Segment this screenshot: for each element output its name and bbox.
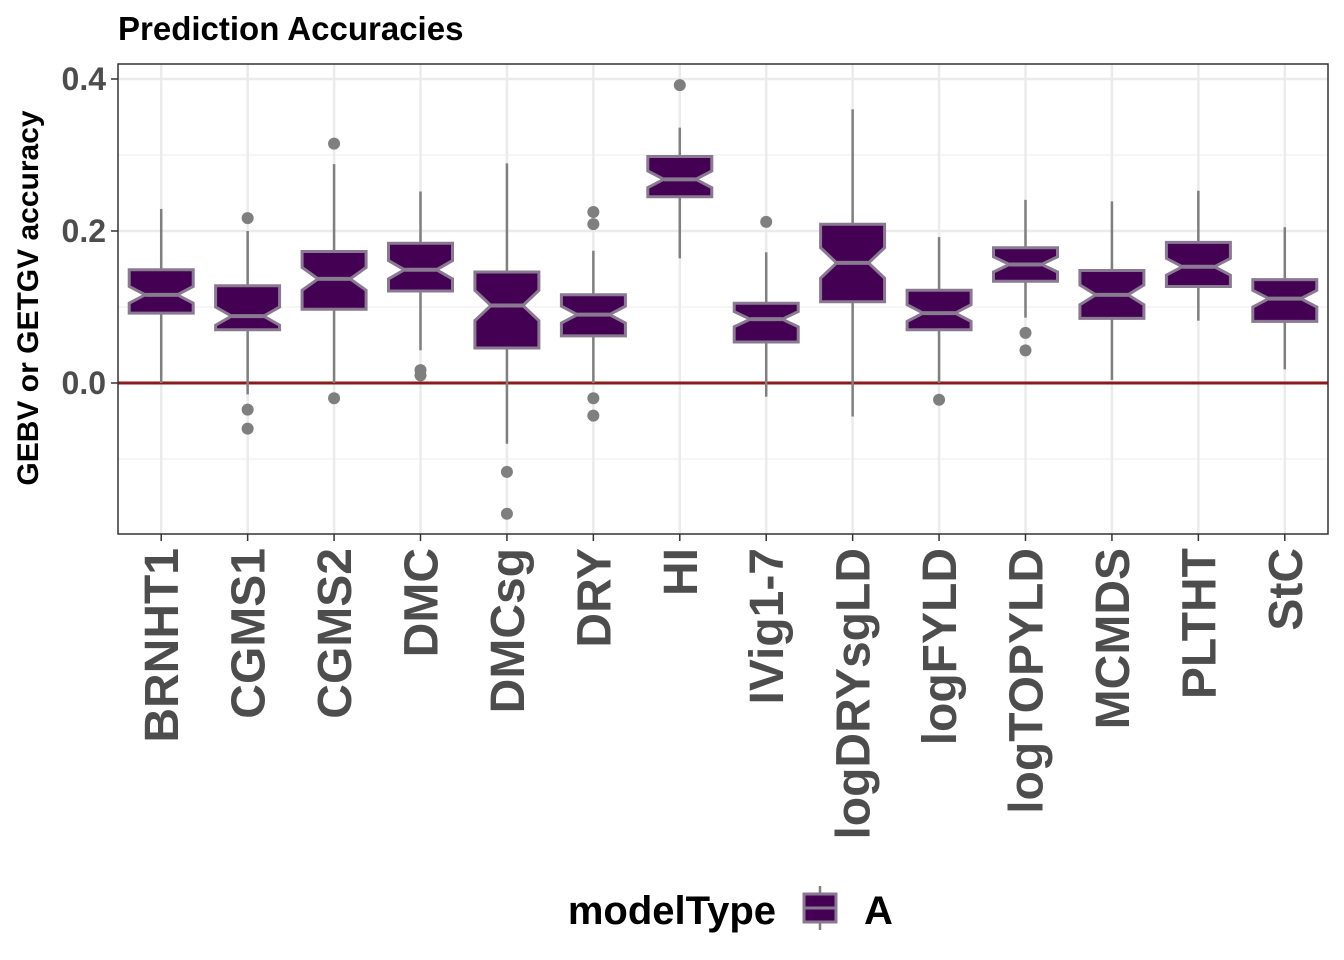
- x-tick-label: logDRYsgLD: [828, 548, 881, 840]
- outlier-point: [673, 79, 686, 92]
- boxplot-logDRYsgLD: [819, 109, 887, 417]
- x-axis-ticks: BRNHT1 CGMS1 CGMS2 DMC DMCsg DRY HI IVig1-7 logD…: [136, 534, 1313, 840]
- outlier-point: [587, 218, 600, 231]
- outlier-point: [328, 392, 341, 405]
- outlier-point: [587, 409, 600, 422]
- x-tick-label: IVig1-7: [741, 548, 794, 705]
- outlier-point: [1019, 344, 1032, 357]
- x-tick-label: CGMS2: [309, 548, 362, 719]
- boxplot-CGMS2: [300, 137, 368, 405]
- boxplot-IVig1-7: [732, 215, 800, 397]
- chart-title: Prediction Accuracies: [118, 10, 463, 47]
- boxplot-DMCsg: [473, 163, 541, 520]
- x-tick-label: CGMS1: [223, 548, 276, 719]
- y-axis-ticks: 0.0 0.2 0.4: [62, 61, 118, 401]
- boxplot-DMC: [387, 191, 454, 382]
- y-tick-label: 0.2: [62, 213, 106, 249]
- outlier-point: [241, 403, 254, 416]
- panel-border: [117, 63, 1329, 535]
- plot-panel: [118, 64, 1328, 534]
- box: [732, 301, 800, 344]
- panel-border-group: [117, 63, 1329, 535]
- y-axis-label: GEBV or GETGV accuracy: [12, 110, 45, 485]
- legend: modelType A: [568, 886, 893, 933]
- boxplot-HI: [646, 79, 714, 259]
- box: [127, 268, 195, 315]
- outlier-point: [587, 206, 600, 218]
- boxplot-StC: [1251, 227, 1319, 370]
- outlier-point: [328, 137, 341, 150]
- x-tick-label: PLTHT: [1173, 548, 1226, 699]
- box: [905, 288, 973, 332]
- x-tick-label: DMCsg: [482, 548, 535, 713]
- outlier-point: [241, 212, 254, 225]
- x-tick-label: DRY: [568, 548, 621, 648]
- boxplot-PLTHT: [1164, 190, 1232, 321]
- outlier-point: [1019, 326, 1032, 339]
- x-tick-label: BRNHT1: [136, 548, 189, 743]
- outlier-point: [760, 215, 773, 228]
- legend-key-icon: [802, 886, 838, 930]
- outlier-point: [587, 392, 600, 405]
- box: [646, 155, 714, 199]
- outlier-point: [414, 369, 427, 382]
- x-tick-label: MCMDS: [1087, 548, 1140, 729]
- legend-label: A: [864, 889, 893, 933]
- panel-background: [118, 64, 1328, 534]
- box: [214, 284, 282, 332]
- box: [473, 270, 541, 350]
- y-tick-label: 0.0: [62, 365, 106, 401]
- boxplot-CGMS1: [214, 212, 282, 435]
- x-tick-label: HI: [655, 548, 708, 596]
- x-tick-label: DMC: [396, 548, 449, 657]
- boxplot-logTOPYLD: [992, 199, 1059, 357]
- boxplot-BRNHT1: [127, 208, 195, 383]
- x-tick-label: logTOPYLD: [1001, 548, 1054, 814]
- boxplot-logFYLD: [905, 237, 973, 406]
- y-tick-label: 0.4: [62, 61, 107, 97]
- x-tick-label: logFYLD: [914, 548, 967, 745]
- boxplot-MCMDS: [1078, 201, 1146, 380]
- outlier-point: [241, 422, 254, 435]
- boxplots: [127, 79, 1319, 520]
- box: [1164, 240, 1232, 288]
- box: [387, 241, 454, 293]
- x-tick-label: StC: [1260, 548, 1313, 631]
- outlier-point: [933, 393, 946, 406]
- boxplot-DRY: [559, 206, 627, 422]
- legend-title: modelType: [568, 889, 776, 933]
- outlier-point: [500, 507, 513, 520]
- outlier-point: [500, 465, 513, 478]
